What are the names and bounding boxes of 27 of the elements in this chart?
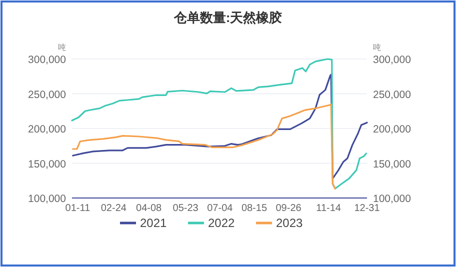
chart-title: 仓单数量:天然橡胶 — [172, 10, 282, 25]
y2-axis-title: 吨 — [373, 43, 381, 52]
y2-tick-label: 200,000 — [373, 124, 412, 136]
x-tick-label: 04-08 — [136, 203, 162, 214]
y2-tick-label: 150,000 — [373, 158, 412, 170]
legend-label: 2023 — [276, 216, 304, 230]
x-tick-label: 09-26 — [276, 203, 302, 214]
x-tick-label: 11-14 — [316, 203, 342, 214]
legend-label: 2022 — [208, 216, 236, 230]
x-tick-label: 01-11 — [65, 203, 91, 214]
y-tick-label: 100,000 — [28, 193, 66, 205]
x-tick-label: 02-24 — [100, 203, 127, 214]
y-tick-label: 300,000 — [28, 54, 66, 66]
y-tick-label: 150,000 — [28, 158, 66, 170]
y-tick-label: 250,000 — [28, 88, 66, 101]
x-tick-label: 07-04 — [207, 203, 234, 214]
y2-tick-label: 250,000 — [373, 88, 412, 101]
line-series — [72, 103, 336, 190]
x-tick-label: 05-23 — [172, 203, 199, 214]
y2-tick-label: 100,000 — [373, 193, 412, 205]
y2-tick-label: 300,000 — [373, 54, 412, 66]
line-series — [71, 58, 367, 190]
legend-label: 2021 — [140, 216, 168, 230]
y-axis-title: 吨 — [58, 43, 66, 52]
x-tick-label: 08-15 — [241, 203, 268, 214]
x-tick-label: 12-31 — [354, 203, 380, 214]
y-tick-label: 200,000 — [28, 124, 66, 136]
